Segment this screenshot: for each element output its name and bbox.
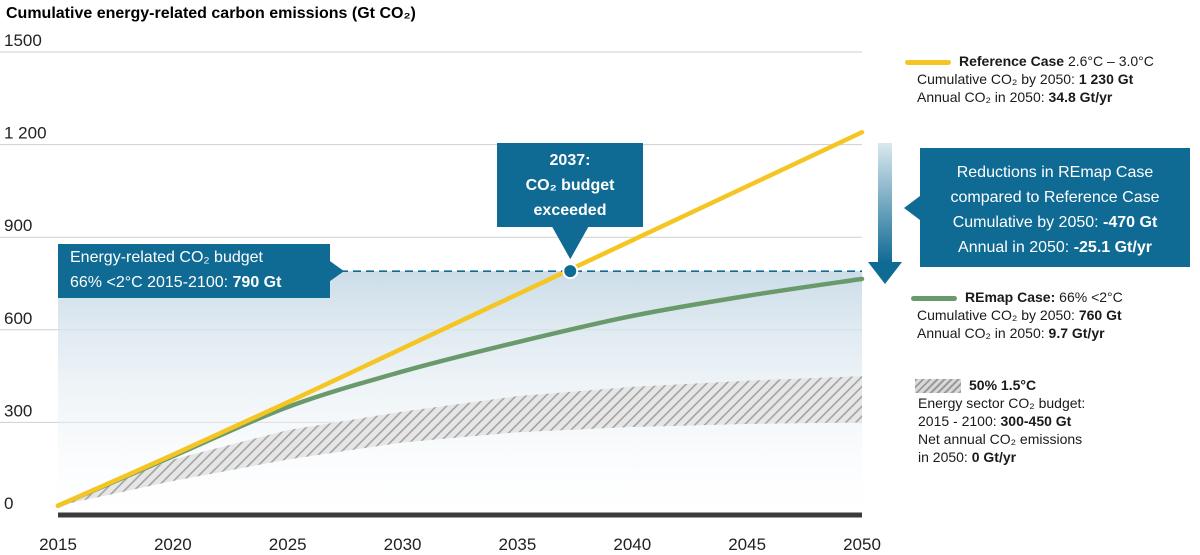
reference-ann-label: Annual CO₂ in 2050: — [917, 89, 1049, 105]
remap-cum-label: Cumulative CO₂ by 2050: — [917, 307, 1079, 323]
y-tick-label-900: 900 — [4, 216, 32, 235]
y-tick-label-300: 300 — [4, 401, 32, 420]
band-line-2-label: 2015 - 2100: — [918, 413, 1001, 429]
reductions-callout-box — [904, 148, 1190, 267]
x-tick-label-2030: 2030 — [384, 535, 422, 554]
series-group — [55, 130, 865, 508]
y-ticks: 0 300 600 900 1 200 1500 — [4, 31, 47, 513]
exceeded-callout: 2037: CO₂ budget exceeded — [497, 143, 643, 260]
remap-ann-label: Annual CO₂ in 2050: — [917, 325, 1049, 341]
reference-swatch — [905, 59, 951, 65]
budget-callout-value: 790 Gt — [233, 274, 283, 291]
band-line-4-value: 0 Gt/yr — [971, 449, 1017, 465]
reference-name: Reference Case — [959, 53, 1065, 69]
band-swatch — [915, 379, 961, 394]
budget-callout-line-2: 66% <2°C 2015-2100: 790 Gt — [70, 274, 282, 291]
reference-cum-value: 1 230 Gt — [1078, 71, 1134, 87]
y-tick-label-1200: 1 200 — [4, 124, 47, 143]
y-tick-label-0: 0 — [4, 494, 13, 513]
budget-callout-line-2-label: 66% <2°C 2015-2100: — [70, 274, 233, 291]
remap-range: 66% <2°C — [1055, 289, 1123, 305]
x-ticks: 2015 2020 2025 2030 2035 2040 2045 2050 — [39, 535, 881, 554]
band-1-5c-area — [58, 376, 862, 506]
y-tick-label-600: 600 — [4, 309, 32, 328]
legend-reference: Reference Case 2.6°C – 3.0°C Cumulative … — [905, 52, 1154, 106]
budget-callout-box — [58, 244, 344, 298]
reference-range: 2.6°C – 3.0°C — [1064, 53, 1154, 69]
x-tick-label-2050: 2050 — [843, 535, 881, 554]
x-tick-label-2045: 2045 — [728, 535, 766, 554]
budget-callout: Energy-related CO₂ budget 66% <2°C 2015-… — [58, 244, 344, 298]
remap-swatch — [911, 295, 957, 301]
x-tick-label-2035: 2035 — [499, 535, 537, 554]
budget-exceeded-marker — [562, 263, 579, 280]
reductions-text: Reductions in REmap Case compared to Refe… — [951, 164, 1160, 256]
reductions-arrow-shaft — [878, 143, 892, 263]
x-tick-label-2015: 2015 — [39, 535, 77, 554]
band-name: 50% 1.5°C — [969, 377, 1037, 393]
exceeded-line-2: CO₂ budget — [526, 177, 616, 194]
x-tick-label-2025: 2025 — [269, 535, 307, 554]
exceeded-line-3: exceeded — [534, 202, 607, 219]
band-line-1: Energy sector CO₂ budget: — [918, 395, 1086, 411]
reductions-callout: Reductions in REmap Case compared to Refe… — [868, 143, 1190, 284]
remap-name: REmap Case — [965, 289, 1051, 305]
chart-title: Cumulative energy-related carbon emissio… — [6, 5, 416, 22]
reference-ann-value: 34.8 Gt/yr — [1048, 89, 1113, 105]
band-line-2-value: 300-450 Gt — [1000, 413, 1072, 429]
reductions-arrow-head — [868, 262, 902, 284]
legend-remap: REmap Case: 66% <2°C Cumulative CO₂ by 2… — [905, 288, 1123, 342]
x-tick-label-2040: 2040 — [613, 535, 651, 554]
legend-band: 50% 1.5°C Energy sector CO₂ budget: 2015… — [915, 376, 1085, 466]
reductions-line-2: compared to Reference Case — [951, 189, 1160, 206]
reductions-line-3: Cumulative by 2050: -470 Gt — [953, 214, 1158, 231]
reductions-line-4: Annual in 2050: -25.1 Gt/yr — [958, 239, 1152, 256]
band-line-4-label: in 2050: — [918, 449, 972, 465]
exceeded-callout-box — [497, 143, 643, 260]
reference-cum-label: Cumulative CO₂ by 2050: — [917, 71, 1079, 87]
remap-ann-value: 9.7 Gt/yr — [1048, 325, 1105, 341]
remap-cum-value: 760 Gt — [1078, 307, 1122, 323]
y-tick-label-1500: 1500 — [4, 31, 42, 50]
exceeded-line-1: 2037: — [550, 152, 591, 169]
x-tick-label-2020: 2020 — [154, 535, 192, 554]
reductions-line-1: Reductions in REmap Case — [957, 164, 1154, 181]
budget-callout-line-1: Energy-related CO₂ budget — [70, 249, 264, 266]
series-line-reference-case — [55, 130, 865, 508]
band-line-3: Net annual CO₂ emissions — [918, 431, 1083, 447]
